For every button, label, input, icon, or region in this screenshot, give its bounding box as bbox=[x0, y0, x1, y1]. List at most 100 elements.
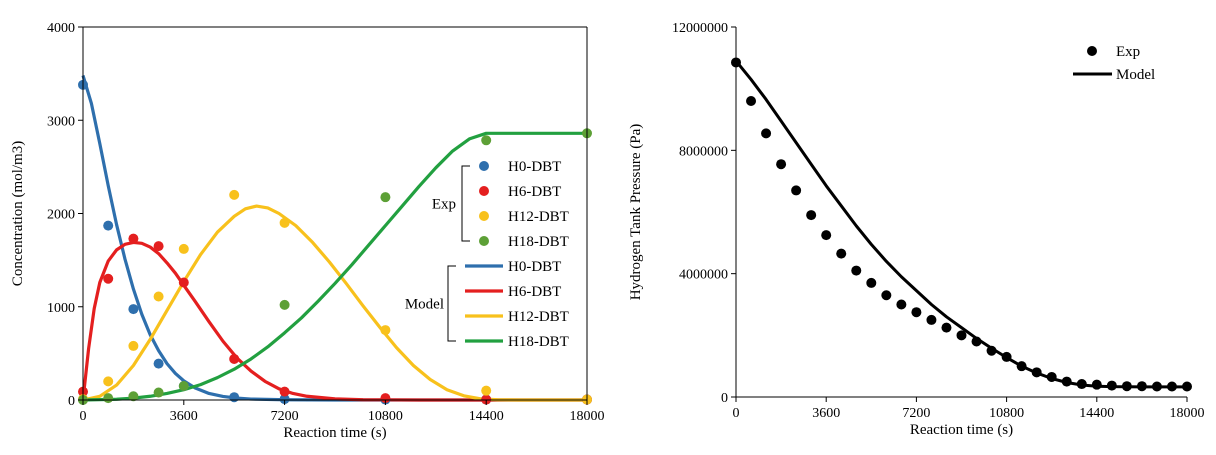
left-y-tick-label: 2000 bbox=[47, 208, 75, 223]
pressure-exp-point bbox=[1151, 381, 1162, 392]
legend-exp-label: H0-DBT bbox=[508, 159, 561, 175]
exp-point-h18-dbt bbox=[380, 192, 391, 203]
exp-point-h12-dbt bbox=[153, 291, 164, 302]
legend-exp-marker bbox=[1087, 46, 1097, 56]
pressure-plot-area bbox=[731, 57, 1192, 392]
pressure-exp-point bbox=[851, 265, 862, 276]
pressure-exp-point bbox=[806, 210, 817, 221]
exp-point-h0-dbt bbox=[103, 220, 114, 231]
exp-point-h6-dbt bbox=[229, 353, 240, 364]
exp-point-h12-dbt bbox=[481, 385, 492, 396]
pressure-exp-point bbox=[941, 322, 952, 333]
legend-exp-label: Exp bbox=[1116, 44, 1140, 60]
legend-model-label: H6-DBT bbox=[508, 284, 561, 300]
legend-model-label: H0-DBT bbox=[508, 259, 561, 275]
exp-point-h6-dbt bbox=[178, 277, 189, 288]
exp-point-h0-dbt bbox=[229, 392, 240, 403]
legend-model-label: Model bbox=[1116, 67, 1155, 83]
legend-model-label: H12-DBT bbox=[508, 309, 569, 325]
exp-point-h18-dbt bbox=[153, 387, 164, 398]
pressure-y-axis-label: Hydrogen Tank Pressure (Pa) bbox=[628, 124, 644, 301]
legend-exp-marker bbox=[479, 211, 489, 221]
pressure-exp-point bbox=[1121, 381, 1132, 392]
pressure-x-axis-label: Reaction time (s) bbox=[910, 422, 1013, 438]
left-y-tick-label: 4000 bbox=[47, 21, 75, 36]
pressure-exp-point bbox=[866, 277, 877, 288]
model-line-h18-dbt bbox=[82, 131, 587, 402]
pressure-exp-point bbox=[911, 307, 922, 318]
legend-exp-label: H6-DBT bbox=[508, 184, 561, 200]
pressure-exp-point bbox=[821, 230, 832, 241]
left-x-tick-label: 10800 bbox=[368, 409, 403, 424]
left-y-tick-label: 1000 bbox=[47, 301, 75, 316]
pressure-exp-point bbox=[1061, 376, 1072, 387]
exp-point-h12-dbt bbox=[103, 376, 114, 387]
pressure-exp-point bbox=[986, 345, 997, 356]
exp-point-h0-dbt bbox=[128, 304, 139, 315]
concentration-chart: 0 3600 7200 10800 14400 18000 0 1000 2000 3000 400… bbox=[10, 21, 605, 441]
pressure-exp-point bbox=[1106, 380, 1117, 391]
pressure-exp-point bbox=[1076, 379, 1087, 390]
concentration-y-axis-label: Concentration (mol/m3) bbox=[10, 141, 26, 286]
exp-point-h6-dbt bbox=[153, 241, 164, 252]
pressure-axes: 0 3600 7200 10800 14400 18000 0 4000000 8000000 1… bbox=[672, 21, 1205, 421]
pressure-exp-point bbox=[1046, 371, 1057, 382]
right-x-tick-label: 18000 bbox=[1170, 406, 1205, 421]
legend-exp-marker bbox=[479, 186, 489, 196]
exp-point-h12-dbt bbox=[178, 243, 189, 254]
model-line-h12-dbt bbox=[82, 204, 587, 402]
pressure-exp-point bbox=[1016, 361, 1027, 372]
left-x-tick-label: 7200 bbox=[271, 409, 299, 424]
exp-point-h12-dbt bbox=[229, 189, 240, 200]
pressure-exp-point bbox=[896, 299, 907, 310]
right-x-tick-label: 7200 bbox=[902, 406, 930, 421]
exp-point-h18-dbt bbox=[279, 299, 290, 310]
exp-point-h12-dbt bbox=[128, 340, 139, 351]
pressure-exp-point bbox=[776, 159, 787, 170]
pressure-exp-point bbox=[1091, 379, 1102, 390]
exp-point-h0-dbt bbox=[279, 394, 290, 405]
pressure-exp-point bbox=[1136, 381, 1147, 392]
pressure-exp-point bbox=[746, 96, 757, 106]
pressure-legend: Exp Model bbox=[1073, 44, 1155, 83]
legend-exp-bracket bbox=[461, 165, 470, 242]
exp-point-h18-dbt bbox=[128, 391, 139, 402]
pressure-chart: 0 3600 7200 10800 14400 18000 0 4000000 8000000 1… bbox=[628, 21, 1205, 438]
right-y-tick-label: 4000000 bbox=[679, 268, 728, 283]
legend-exp-label: H18-DBT bbox=[508, 234, 569, 250]
model-line-h0-dbt bbox=[81, 75, 587, 402]
exp-point-h0-dbt bbox=[153, 358, 164, 369]
exp-point-h6-dbt bbox=[380, 393, 391, 404]
exp-point-h18-dbt bbox=[481, 135, 492, 146]
exp-point-h12-dbt bbox=[279, 217, 290, 228]
legend-exp-group-label: Exp bbox=[432, 197, 456, 213]
legend-exp-marker bbox=[479, 236, 489, 246]
left-y-tick-label: 3000 bbox=[47, 114, 75, 129]
exp-point-h6-dbt bbox=[279, 386, 290, 397]
pressure-exp-point bbox=[836, 248, 847, 259]
pressure-exp-point bbox=[926, 314, 937, 325]
legend-exp-label: H12-DBT bbox=[508, 209, 569, 225]
right-x-tick-label: 10800 bbox=[989, 406, 1024, 421]
left-x-tick-label: 3600 bbox=[170, 409, 198, 424]
exp-point-h18-dbt bbox=[103, 393, 114, 404]
right-y-tick-label: 0 bbox=[721, 391, 728, 406]
right-y-tick-label: 12000000 bbox=[672, 21, 728, 36]
legend-model-bracket bbox=[447, 265, 456, 342]
pressure-exp-point bbox=[791, 185, 802, 196]
exp-point-h18-dbt bbox=[178, 381, 189, 392]
left-x-tick-label: 0 bbox=[80, 409, 87, 424]
concentration-x-axis-label: Reaction time (s) bbox=[283, 425, 386, 441]
exp-point-h12-dbt bbox=[380, 325, 391, 336]
exp-point-h6-dbt bbox=[103, 273, 114, 284]
legend-model-group-label: Model bbox=[405, 297, 444, 313]
right-x-tick-label: 14400 bbox=[1079, 406, 1114, 421]
legend-exp-marker bbox=[479, 161, 489, 171]
pressure-model-line bbox=[734, 59, 1187, 389]
pressure-exp-point bbox=[761, 128, 772, 139]
exp-point-h6-dbt bbox=[128, 233, 139, 244]
pressure-exp-point bbox=[1182, 381, 1192, 392]
left-y-tick-label: 0 bbox=[68, 394, 75, 409]
concentration-axes: 0 3600 7200 10800 14400 18000 0 1000 2000 3000 400… bbox=[47, 21, 605, 424]
